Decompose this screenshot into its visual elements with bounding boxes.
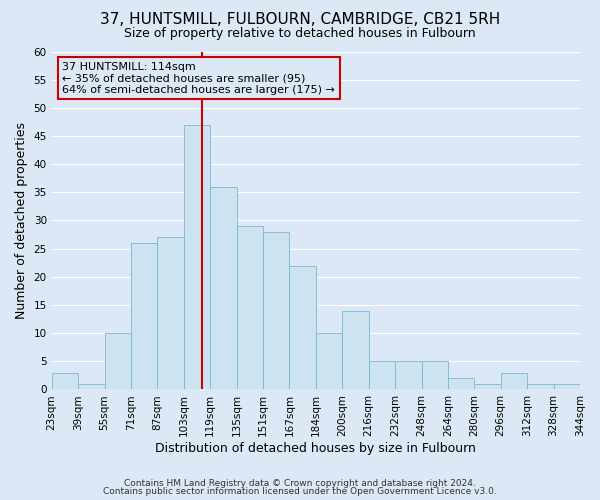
Bar bbox=[501, 372, 527, 390]
Text: Size of property relative to detached houses in Fulbourn: Size of property relative to detached ho… bbox=[124, 28, 476, 40]
Bar bbox=[368, 362, 395, 390]
Bar bbox=[475, 384, 501, 390]
Bar bbox=[210, 186, 236, 390]
Bar bbox=[157, 238, 184, 390]
Bar bbox=[131, 243, 157, 390]
Bar bbox=[316, 333, 342, 390]
Bar bbox=[395, 362, 421, 390]
Bar bbox=[78, 384, 104, 390]
Bar bbox=[421, 362, 448, 390]
Bar bbox=[342, 310, 368, 390]
Bar bbox=[527, 384, 554, 390]
Bar bbox=[184, 124, 210, 390]
Text: 37, HUNTSMILL, FULBOURN, CAMBRIDGE, CB21 5RH: 37, HUNTSMILL, FULBOURN, CAMBRIDGE, CB21… bbox=[100, 12, 500, 28]
Bar bbox=[448, 378, 475, 390]
Bar bbox=[263, 232, 289, 390]
Bar bbox=[104, 333, 131, 390]
Text: 37 HUNTSMILL: 114sqm
← 35% of detached houses are smaller (95)
64% of semi-detac: 37 HUNTSMILL: 114sqm ← 35% of detached h… bbox=[62, 62, 335, 95]
Text: Contains HM Land Registry data © Crown copyright and database right 2024.: Contains HM Land Registry data © Crown c… bbox=[124, 478, 476, 488]
Bar bbox=[52, 372, 78, 390]
Bar bbox=[289, 266, 316, 390]
Y-axis label: Number of detached properties: Number of detached properties bbox=[15, 122, 28, 319]
Bar bbox=[236, 226, 263, 390]
Bar bbox=[554, 384, 580, 390]
X-axis label: Distribution of detached houses by size in Fulbourn: Distribution of detached houses by size … bbox=[155, 442, 476, 455]
Text: Contains public sector information licensed under the Open Government Licence v3: Contains public sector information licen… bbox=[103, 487, 497, 496]
